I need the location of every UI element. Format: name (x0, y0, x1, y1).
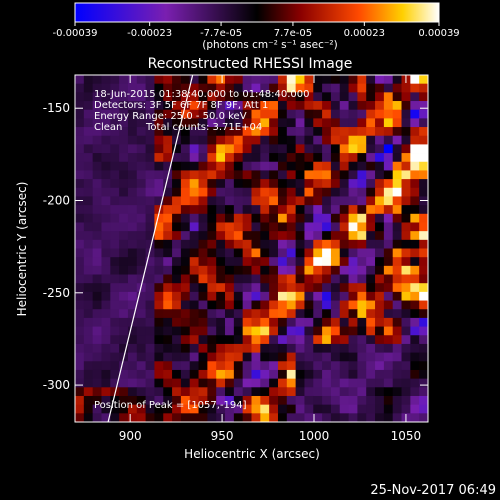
footer-date: 25-Nov-2017 06:49 (370, 483, 496, 498)
x-tick-label: 1000 (299, 429, 330, 443)
colorbar-tick-label: 0.00039 (418, 28, 459, 39)
colorbar-tick-label: 7.7e-05 (274, 28, 312, 39)
colorbar-units: (photons cm⁻² s⁻¹ asec⁻²) (202, 39, 337, 51)
x-axis-ticks: 900 950 1000 1050 (119, 75, 422, 443)
x-tick-label: 900 (119, 429, 142, 443)
plot-frame (74, 74, 429, 423)
y-tick-label: -300 (43, 378, 70, 392)
y-tick-label: -200 (43, 194, 70, 208)
x-axis-label: Heliocentric X (arcsec) (184, 447, 320, 461)
colorbar-tick-label: 0.00023 (344, 28, 385, 39)
annotation-method: Clean (94, 122, 122, 133)
y-axis-ticks: -150 -200 -250 -300 (43, 101, 428, 392)
colorbar-tick-label: -0.00023 (127, 28, 172, 39)
annotation-energy: Energy Range: 25.0 - 50.0 keV (94, 111, 247, 122)
colorbar-tick-label: -0.00039 (53, 28, 98, 39)
annotation-detectors: Detectors: 3F 5F 6F 7F 8F 9F, Att 1 (94, 100, 268, 111)
colorbar-tick-label: -7.7e-05 (200, 28, 242, 39)
x-tick-label: 950 (211, 429, 234, 443)
x-tick-label: 1050 (391, 429, 422, 443)
heatmap-image (75, 75, 428, 422)
annotation-time: 18-Jun-2015 01:38:40.000 to 01:48:40.000 (94, 89, 310, 100)
colorbar-ticks: -0.00039 -0.00023 -7.7e-05 7.7e-05 0.00023 0.… (53, 22, 460, 39)
y-tick-label: -250 (43, 286, 70, 300)
y-tick-label: -150 (43, 101, 70, 115)
y-axis-label: Heliocentric Y (arcsec) (15, 182, 29, 317)
solar-limb-line (107, 75, 194, 422)
colorbar (74, 2, 440, 23)
annotation-counts: Total counts: 3.71E+04 (145, 122, 262, 133)
chart-title: Reconstructed RHESSI Image (148, 56, 353, 72)
annotation-peak: Position of Peak = [1057,-194] (94, 400, 247, 411)
